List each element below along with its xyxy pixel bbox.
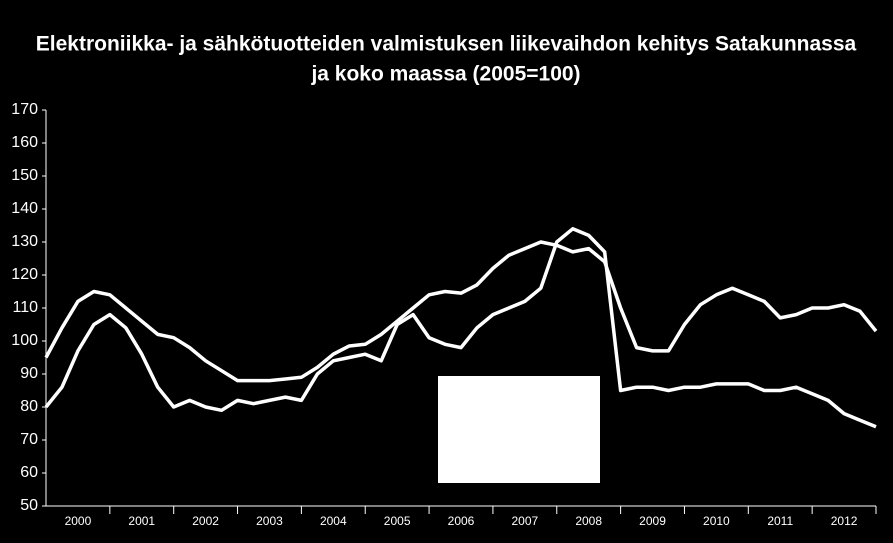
chart-title: Elektroniikka- ja sähkötuotteiden valmis…	[36, 33, 857, 56]
x-tick-label: 2008	[575, 514, 602, 528]
x-tick-label: 2011	[767, 514, 793, 528]
y-tick-label: 160	[11, 134, 38, 151]
y-tick-label: 100	[11, 332, 38, 349]
legend-cover	[438, 376, 600, 483]
x-tick-label: 2003	[256, 514, 283, 528]
chart-title: ja koko maassa (2005=100)	[310, 63, 580, 86]
x-tick-label: 2009	[639, 514, 666, 528]
x-tick-label: 2010	[703, 514, 730, 528]
y-tick-label: 110	[12, 299, 38, 316]
series-line	[44, 227, 877, 429]
x-tick-label: 2000	[65, 514, 92, 528]
y-tick-label: 50	[20, 497, 38, 514]
y-tick-label: 170	[11, 101, 38, 118]
x-tick-label: 2012	[831, 514, 858, 528]
x-tick-label: 2002	[192, 514, 219, 528]
y-tick-label: 120	[11, 266, 38, 283]
y-tick-label: 130	[11, 233, 38, 250]
series-line	[44, 240, 878, 383]
y-tick-label: 60	[20, 464, 38, 481]
y-tick-label: 90	[20, 365, 38, 382]
x-tick-label: 2005	[384, 514, 411, 528]
y-tick-label: 80	[20, 398, 38, 415]
x-tick-label: 2006	[448, 514, 475, 528]
x-tick-label: 2004	[320, 514, 347, 528]
y-tick-label: 140	[11, 200, 38, 217]
y-tick-label: 70	[20, 431, 38, 448]
x-tick-label: 2001	[128, 514, 155, 528]
y-tick-label: 150	[11, 167, 38, 184]
x-tick-label: 2007	[511, 514, 538, 528]
